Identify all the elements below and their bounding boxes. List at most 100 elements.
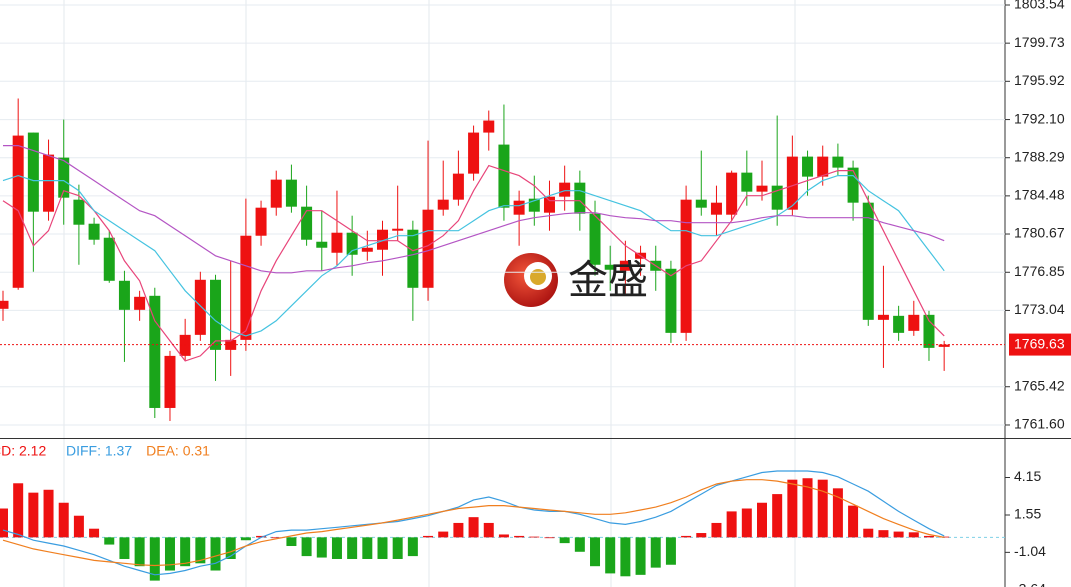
candle-body <box>164 355 176 408</box>
last-price-label: 1769.63 <box>1014 335 1065 351</box>
y-tick-label: 1784.48 <box>1014 187 1065 203</box>
candle-body <box>498 144 510 208</box>
watermark: 金盛 <box>568 259 648 303</box>
macd-bar <box>635 537 646 575</box>
macd-bar <box>665 537 676 565</box>
y-tick-label: 1765.42 <box>1014 377 1065 393</box>
candle-body <box>255 207 267 236</box>
macd-bar <box>134 537 145 567</box>
candle-body <box>225 339 237 350</box>
macd-bar <box>726 511 737 538</box>
candle-body <box>452 173 464 200</box>
y-tick-label: 1788.29 <box>1014 148 1065 164</box>
candle-body <box>665 268 677 333</box>
macd-bar <box>514 535 525 538</box>
candle-body <box>710 202 722 215</box>
macd-bar <box>210 537 221 571</box>
y-tick-label: -1.04 <box>1014 543 1046 559</box>
candle-body <box>923 314 935 348</box>
y-tick-label: 1773.04 <box>1014 301 1065 317</box>
macd-bar <box>529 536 540 538</box>
macd-bar <box>757 502 767 538</box>
candle-body <box>437 199 449 210</box>
y-tick-label: -3.64 <box>1014 581 1046 587</box>
candle-body <box>43 154 55 212</box>
moving-average-line <box>2 164 945 362</box>
candle-body <box>695 199 707 208</box>
macd-bar <box>544 537 555 539</box>
candle-body <box>361 247 373 252</box>
macd-bar <box>848 505 859 538</box>
macd-bar <box>58 502 69 538</box>
macd-bar <box>620 537 631 577</box>
candle-body <box>422 209 434 288</box>
macd-bar <box>362 537 373 559</box>
macd-bar <box>180 537 191 567</box>
candle-body <box>134 296 146 310</box>
macd-bar <box>802 478 813 538</box>
macd-bar <box>559 537 570 544</box>
candle-body <box>908 314 920 331</box>
candle-body <box>756 185 768 192</box>
logo <box>504 253 558 307</box>
candle-body <box>285 179 297 207</box>
macd-bar <box>301 537 312 557</box>
candle-body <box>483 120 495 133</box>
macd-bar <box>453 522 464 538</box>
macd-bar <box>119 537 130 559</box>
y-tick-label: 1761.60 <box>1014 416 1065 432</box>
macd-bar <box>195 537 206 564</box>
macd-bar <box>438 531 449 538</box>
candle-body <box>103 237 115 281</box>
candle-body <box>771 185 783 210</box>
macd-bar <box>605 537 616 574</box>
y-tick-label: 1792.10 <box>1014 110 1065 126</box>
candle-body <box>847 167 859 203</box>
macd-bar <box>863 528 874 538</box>
macd-bar <box>0 508 8 538</box>
macd-bar <box>28 492 39 538</box>
candle-body <box>331 232 343 253</box>
macd-bar <box>483 522 494 538</box>
macd-bar <box>149 537 160 581</box>
candles <box>0 98 950 421</box>
macd-bar <box>407 537 418 557</box>
macd-bar <box>832 488 843 538</box>
macd-bar <box>787 479 798 538</box>
macd-bar <box>73 515 84 538</box>
macd-bar <box>392 537 403 559</box>
candle-body <box>589 213 601 265</box>
macd-bar <box>650 537 661 568</box>
macd-bar <box>574 537 585 552</box>
candle-body <box>938 344 950 347</box>
candle-body <box>27 132 39 212</box>
macd-bar <box>240 537 251 541</box>
macd-line <box>2 470 945 576</box>
candle-body <box>726 172 738 215</box>
candle-body <box>802 156 814 177</box>
candle-body <box>149 295 161 408</box>
y-tick-label: 4.15 <box>1014 468 1041 484</box>
candle-body <box>118 280 130 310</box>
macd-bar <box>377 537 388 559</box>
y-tick-label: 1776.85 <box>1014 263 1065 279</box>
macd-bar <box>331 537 342 559</box>
macd-bar <box>225 537 236 559</box>
macd-bar <box>893 531 904 538</box>
candle-body <box>346 232 358 255</box>
candle-body <box>73 199 85 225</box>
candle-body <box>893 315 905 333</box>
candle-body <box>270 179 282 208</box>
macd-bar <box>423 535 434 538</box>
macd-bar <box>347 537 358 559</box>
macd-bar <box>908 532 919 538</box>
macd-bar <box>164 537 175 571</box>
candle-body <box>58 157 70 198</box>
macd-bar <box>104 537 115 545</box>
candle-body <box>392 228 404 231</box>
macd-bar <box>711 522 722 538</box>
candle-body <box>543 196 555 213</box>
candle-body <box>604 264 616 270</box>
